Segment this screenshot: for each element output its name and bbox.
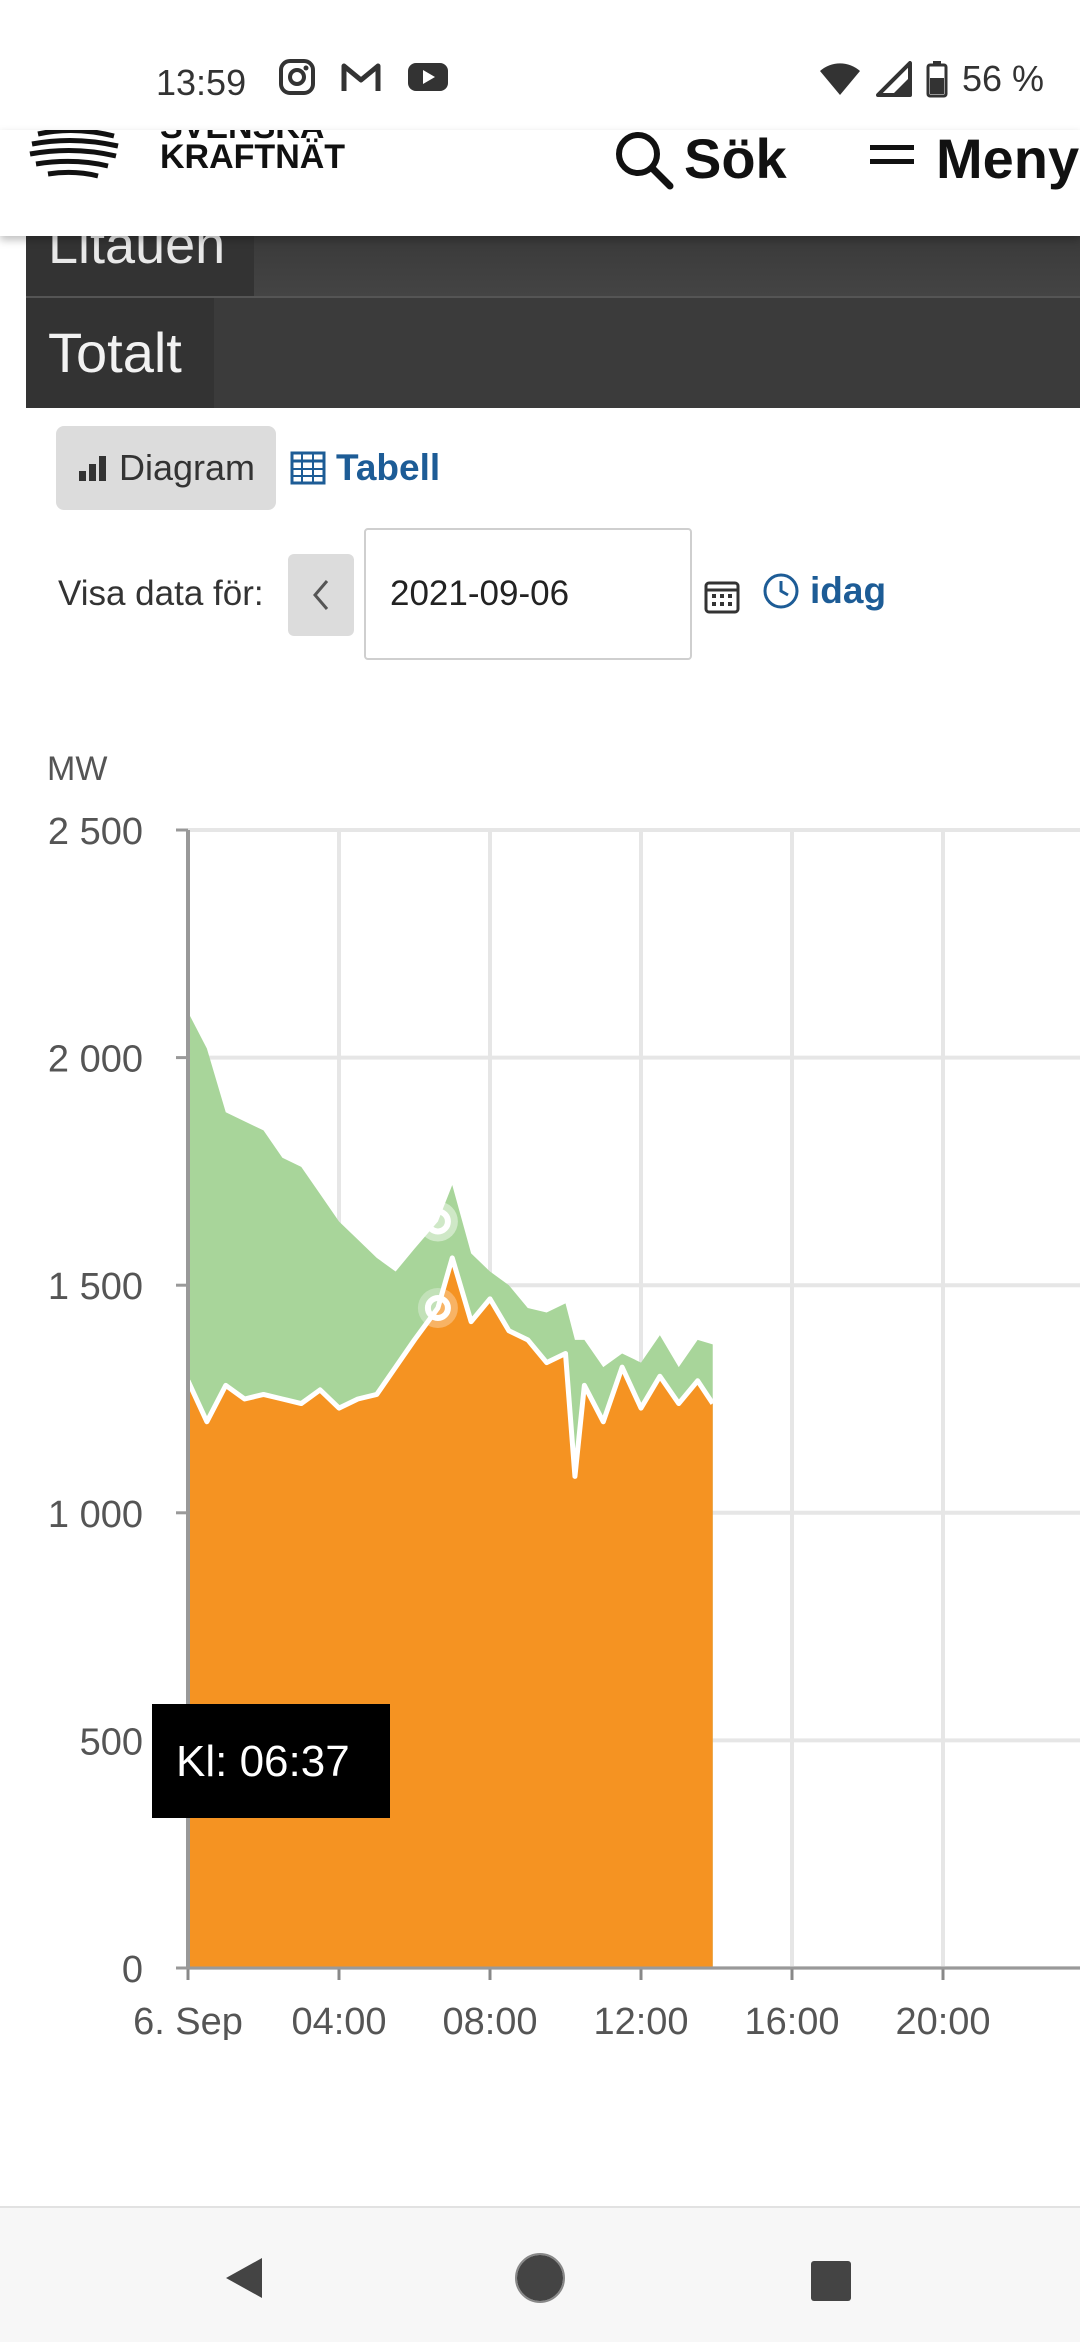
y-tick-label: 1 500 [48,1266,143,1308]
signal-icon [875,61,912,97]
tab-diagram-label: Diagram [118,447,256,488]
chart-hover: Kl: 06:37 [152,1201,458,1818]
today-button[interactable]: idag [762,570,886,612]
previous-day-button[interactable] [288,554,354,636]
y-tick-label: 1 000 [48,1494,143,1536]
android-navigation-bar [0,2206,1080,2342]
hover-halo-orange [417,1287,458,1328]
x-tick-label: 04:00 [291,2001,386,2040]
menu-button[interactable]: Meny [870,130,1079,191]
today-label: idag [810,570,887,611]
clock-icon [763,573,799,609]
site-header: SVENSKA KRAFTNÄT Sök Meny [0,130,1080,236]
tooltip-text: Kl: 06:37 [176,1737,350,1786]
y-tick-label: 0 [122,1949,143,1991]
tab-tabell-label: Tabell [336,447,441,488]
table-cell: Totalt [26,298,214,408]
youtube-icon [408,63,448,91]
home-icon[interactable] [514,2252,566,2304]
series-line-orange [185,1255,715,1479]
y-tick-label: 2 000 [48,1039,143,1081]
x-tick-label: 20:00 [895,2001,990,2040]
table-row-total: Totalt [26,298,1080,408]
power-flow-chart[interactable]: 0 500 1 000 1 500 2 000 2 500 6. Sep 04:00 08:00… [0,740,1080,2040]
hover-point-orange [424,1294,451,1321]
table-icon [290,451,326,485]
x-tick-label: 08:00 [442,2001,537,2040]
notification-icons [278,58,450,96]
tab-diagram[interactable]: Diagram [56,426,276,510]
gmail-icon [341,63,381,91]
chart-labels: 0 500 1 000 1 500 2 000 2 500 6. Sep 04:00 08:00… [47,750,991,2040]
hamburger-icon [870,144,914,164]
search-label: Sök [684,130,787,190]
date-label: Visa data för: [58,574,264,613]
date-input[interactable] [364,528,692,660]
y-tick-label: 500 [80,1721,143,1763]
battery-icon [926,61,948,98]
search-icon [616,131,674,189]
logo-text: SVENSKA KRAFTNÄT [160,130,345,174]
status-time: 13:59 [156,62,247,103]
country-table: Litauen Totalt [26,215,1080,408]
tooltip-box [152,1704,390,1818]
x-tick-label: 16:00 [744,2001,839,2040]
hover-point-green [424,1208,451,1235]
chart-svg: 0 500 1 000 1 500 2 000 2 500 6. Sep 04:00 08:00… [47,750,1080,2040]
battery-percent: 56 % [961,58,1044,99]
wifi-icon [819,63,860,95]
bar-chart-icon [78,456,106,481]
logo-line-1: SVENSKA [160,130,345,144]
hover-halo-green [417,1201,458,1242]
menu-label: Meny [936,130,1080,190]
chart-series [185,1012,715,1968]
logo-mark-icon [29,130,119,179]
back-icon[interactable] [222,2256,266,2300]
chevron-left-icon [313,580,329,610]
logo-line-2: KRAFTNÄT [160,138,346,176]
tab-tabell[interactable]: Tabell [290,426,440,510]
table-row: Litauen [26,215,1080,298]
search-button[interactable]: Sök [612,130,787,191]
row-label-totalt: Totalt [48,321,182,384]
instagram-icon [279,59,315,95]
svenska-kraftnat-logo[interactable]: SVENSKA KRAFTNÄT [28,130,345,190]
status-bar: 13:59 56 % [0,0,1080,130]
x-tick-label: 6. Sep [133,2001,243,2040]
y-tick-label: 2 500 [48,811,143,853]
table-cell: Litauen [26,215,254,296]
system-status: 56 % [818,58,1044,100]
recent-apps-icon[interactable] [810,2260,852,2302]
y-unit-label: MW [47,750,107,788]
x-tick-label: 12:00 [593,2001,688,2040]
calendar-icon[interactable] [704,578,740,614]
